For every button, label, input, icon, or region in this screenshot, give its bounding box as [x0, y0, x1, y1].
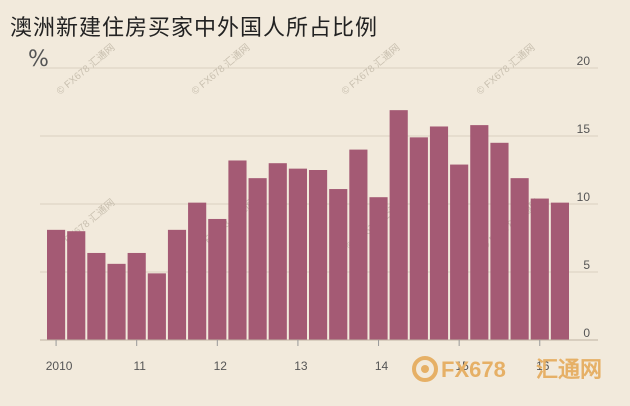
bar [329, 189, 348, 340]
bar [127, 252, 146, 340]
y-tick-label: 10 [577, 190, 591, 204]
x-tick-label: 11 [133, 359, 146, 373]
x-ticks: 2010 11 12 13 14 15 16 [46, 340, 550, 373]
y-unit-label: % [28, 47, 49, 72]
bar [147, 273, 166, 340]
bar [228, 160, 247, 340]
logo-fx-text: FX678 [441, 357, 506, 382]
y-tick-label: 0 [583, 326, 590, 340]
y-tick-label: 15 [577, 122, 591, 136]
x-tick-label: 14 [375, 359, 389, 373]
y-tick-label: 5 [583, 258, 590, 272]
bar [268, 163, 287, 340]
bar [167, 229, 187, 340]
bar [429, 126, 449, 340]
x-tick-label: 2010 [46, 359, 73, 373]
bar [470, 125, 489, 341]
x-tick-label: 13 [294, 359, 308, 373]
logo-icon [412, 356, 438, 382]
chart-title: 澳洲新建住房买家中外国人所占比例 [10, 16, 379, 41]
bar [349, 149, 368, 340]
bar [450, 164, 469, 340]
x-tick-label: 15 [455, 359, 469, 373]
logo-cn-text: 汇通网 [536, 358, 602, 383]
bar [550, 202, 569, 340]
watermark-text: © FX678 汇通网 [339, 41, 403, 97]
logo: FX678 汇通网 [412, 356, 602, 383]
bar [288, 168, 307, 340]
bar [369, 197, 388, 340]
bar [47, 229, 66, 340]
bar [188, 202, 207, 340]
bar [208, 218, 227, 340]
bar [87, 252, 106, 340]
bar [530, 198, 549, 340]
watermark-text: © FX678 汇通网 [474, 41, 538, 97]
x-tick-label: 16 [536, 359, 550, 373]
x-tick-label: 12 [214, 359, 228, 373]
bar [248, 178, 267, 340]
bar [67, 231, 86, 340]
watermark-text: © FX678 汇通网 [189, 41, 253, 97]
bar [389, 110, 408, 340]
watermark-text: © FX678 汇通网 [54, 41, 118, 97]
y-ticks: 0 5 10 15 20 [577, 54, 591, 340]
bar [107, 263, 126, 340]
bar [510, 178, 529, 340]
bar [490, 142, 509, 340]
y-tick-label: 20 [577, 54, 591, 68]
bar [409, 137, 428, 340]
bars [40, 110, 598, 341]
bar [309, 170, 328, 340]
